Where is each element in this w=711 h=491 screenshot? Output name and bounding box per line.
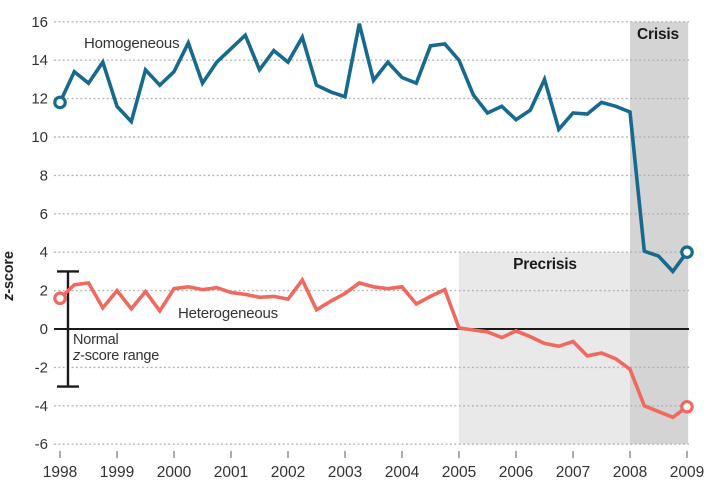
y-axis-label: z-score bbox=[1, 251, 17, 301]
svg-text:-4: -4 bbox=[35, 398, 48, 415]
svg-text:16: 16 bbox=[31, 14, 48, 31]
region-label-precrisis: Precrisis bbox=[513, 256, 577, 273]
svg-text:2006: 2006 bbox=[499, 464, 533, 481]
svg-text:0: 0 bbox=[40, 321, 48, 338]
svg-text:4: 4 bbox=[40, 244, 48, 261]
svg-text:-2: -2 bbox=[35, 359, 48, 376]
series-label-homogeneous: Homogeneous bbox=[84, 35, 180, 52]
svg-text:2001: 2001 bbox=[214, 464, 248, 481]
svg-text:2007: 2007 bbox=[556, 464, 590, 481]
svg-text:12: 12 bbox=[31, 91, 48, 108]
normal-range-annotation: Normal z-score range bbox=[73, 332, 160, 364]
svg-text:2004: 2004 bbox=[385, 464, 420, 481]
svg-text:1998: 1998 bbox=[43, 464, 77, 481]
normal-range-annotation-line1: Normal bbox=[73, 332, 119, 348]
svg-text:2009: 2009 bbox=[670, 464, 704, 481]
svg-text:6: 6 bbox=[40, 206, 48, 223]
svg-text:2008: 2008 bbox=[613, 464, 647, 481]
svg-text:2002: 2002 bbox=[271, 464, 305, 481]
region-label-crisis: Crisis bbox=[637, 26, 679, 43]
svg-text:-6: -6 bbox=[35, 436, 48, 453]
normal-range-annotation-line2: z-score range bbox=[73, 347, 160, 364]
svg-text:14: 14 bbox=[31, 52, 48, 69]
svg-text:2000: 2000 bbox=[157, 464, 192, 481]
svg-text:2005: 2005 bbox=[442, 464, 476, 481]
svg-text:10: 10 bbox=[31, 129, 48, 146]
svg-text:1999: 1999 bbox=[100, 464, 134, 481]
svg-text:2003: 2003 bbox=[328, 464, 362, 481]
svg-text:2: 2 bbox=[40, 283, 48, 300]
series-label-heterogeneous: Heterogeneous bbox=[178, 305, 278, 322]
svg-text:8: 8 bbox=[40, 167, 48, 184]
